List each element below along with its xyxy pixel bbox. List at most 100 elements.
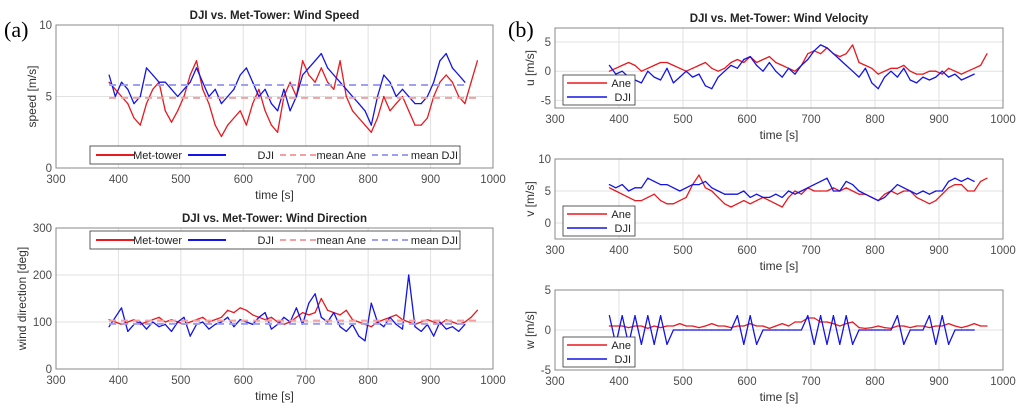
data-point [781, 196, 783, 198]
data-point [314, 81, 316, 83]
data-point [426, 95, 429, 98]
x-tick-label: 400 [109, 174, 128, 186]
data-point [158, 81, 160, 83]
data-point [922, 190, 924, 192]
data-point [308, 67, 310, 69]
data-point [314, 312, 316, 314]
data-point [283, 316, 285, 318]
x-tick-label: 800 [865, 376, 884, 388]
data-point [445, 74, 447, 76]
data-point [756, 64, 758, 66]
data-point [308, 74, 310, 76]
data-point [756, 325, 758, 327]
data-point [108, 326, 110, 328]
data-point [164, 110, 166, 112]
data-point [839, 58, 841, 61]
data-point [768, 56, 771, 58]
data-point [239, 319, 241, 321]
data-point [794, 321, 796, 323]
data-point [120, 81, 123, 83]
series-line-dji [608, 314, 975, 346]
legend-label: DJI [615, 223, 632, 235]
x-tick-label: 400 [609, 114, 628, 126]
data-point [685, 325, 687, 327]
data-point [615, 190, 617, 192]
data-point [295, 95, 297, 98]
data-point [252, 81, 254, 83]
data-point [736, 315, 739, 317]
data-point [640, 70, 643, 72]
data-point [928, 79, 931, 81]
legend-label: Ane [611, 78, 631, 90]
data-point [301, 60, 304, 62]
data-point [724, 70, 726, 72]
x-tick-label: 500 [673, 114, 692, 126]
chart-title: DJI vs. Met-Tower: Wind Speed [190, 10, 360, 22]
data-point [339, 81, 341, 83]
legend-label: Ane [611, 209, 631, 221]
data-point [711, 67, 713, 69]
data-point [909, 79, 911, 81]
data-point [164, 81, 166, 83]
data-point [845, 315, 847, 317]
data-point [333, 74, 335, 76]
data-point [672, 329, 675, 331]
data-point [858, 76, 860, 78]
data-point [152, 74, 154, 76]
data-point [884, 193, 886, 195]
data-point [724, 193, 726, 195]
data-point [916, 82, 918, 84]
data-point [660, 61, 662, 64]
data-point [145, 103, 148, 105]
x-tick-label: 600 [737, 245, 756, 257]
data-point [320, 297, 322, 300]
data-point [788, 329, 790, 331]
data-point [653, 193, 655, 195]
legend-label: Met-tower [133, 150, 182, 162]
data-point [941, 190, 943, 192]
y-tick-label: 5 [545, 186, 551, 198]
data-point [839, 325, 841, 327]
x-axis-label: time [s] [760, 259, 799, 273]
data-point [333, 312, 335, 314]
data-point [358, 117, 360, 119]
data-point [183, 316, 185, 318]
data-point [615, 325, 617, 327]
data-point [743, 325, 745, 327]
data-point [864, 64, 867, 66]
data-point [730, 61, 732, 64]
data-point [890, 190, 892, 192]
x-tick-label: 1000 [990, 376, 1016, 388]
data-point [877, 325, 879, 327]
data-point [852, 190, 854, 192]
chart-v: 300 400 500 600 700 800 900 1000 0 5 10 time [s] v [… [523, 154, 1016, 273]
data-point [214, 323, 216, 325]
data-point [326, 81, 329, 83]
data-point [608, 64, 611, 66]
data-point [852, 321, 854, 323]
data-point [208, 328, 210, 330]
data-point [717, 70, 719, 72]
data-point [220, 316, 223, 318]
data-point [736, 203, 739, 205]
data-point [973, 190, 975, 192]
data-point [628, 61, 630, 64]
data-point [986, 325, 988, 327]
data-point [698, 329, 700, 331]
data-point [621, 193, 623, 195]
data-point [781, 206, 783, 208]
data-point [743, 200, 745, 202]
data-point [698, 174, 700, 176]
data-point [370, 326, 372, 328]
data-point [345, 95, 347, 98]
data-point [724, 329, 726, 331]
axes-box [554, 289, 1004, 371]
data-point [108, 81, 110, 83]
data-point [195, 60, 198, 62]
data-point [845, 323, 847, 325]
data-point [743, 61, 745, 64]
x-tick-label: 600 [737, 114, 756, 126]
legend-label: mean Ane [316, 235, 366, 247]
data-point [762, 329, 764, 331]
x-axis-label: time [s] [760, 390, 799, 404]
